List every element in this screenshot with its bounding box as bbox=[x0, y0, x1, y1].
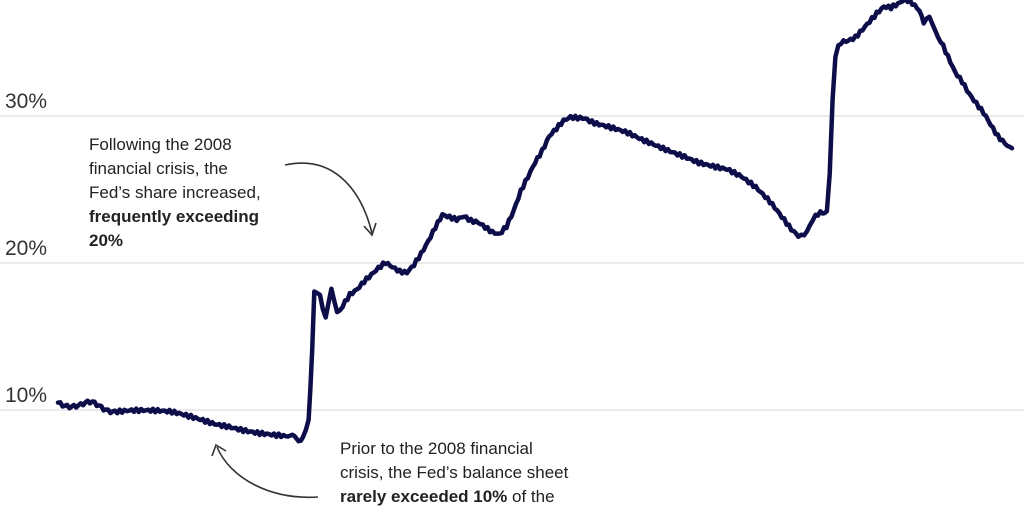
annotation-bottom-bold: rarely exceeded 10% bbox=[340, 487, 508, 506]
annotation-bottom-rest: of the bbox=[507, 487, 555, 506]
series-lines bbox=[55, 0, 1015, 444]
annotation-post-crisis: Following the 2008 financial crisis, the… bbox=[89, 133, 329, 253]
arrow-bottom-head bbox=[211, 443, 227, 457]
annotation-pre-crisis: Prior to the 2008 financial crisis, the … bbox=[340, 437, 640, 509]
arrow-bottom-curve bbox=[216, 446, 319, 499]
annotation-top-line-1: Following the 2008 bbox=[89, 135, 232, 154]
annotation-top-line-3: Fed’s share increased, bbox=[89, 183, 261, 202]
annotation-top-bold-2: 20% bbox=[89, 231, 124, 250]
y-axis-tick-labels: 10% 20% 30% bbox=[5, 90, 47, 407]
y-tick-label: 20% bbox=[5, 237, 47, 260]
annotation-arrows bbox=[211, 162, 377, 499]
annotation-top-bold-1: frequently exceeding bbox=[89, 207, 260, 226]
series-line-0 bbox=[55, 0, 1015, 444]
annotation-bottom-line-2: crisis, the Fed’s balance sheet bbox=[340, 463, 569, 482]
y-tick-label: 30% bbox=[5, 90, 47, 113]
annotation-bottom-line-1: Prior to the 2008 financial bbox=[340, 439, 533, 458]
arrow-top-curve bbox=[284, 162, 373, 234]
annotation-top-line-2: financial crisis, the bbox=[89, 159, 228, 178]
arrow-top-head bbox=[363, 222, 377, 237]
y-tick-label: 10% bbox=[5, 384, 47, 407]
